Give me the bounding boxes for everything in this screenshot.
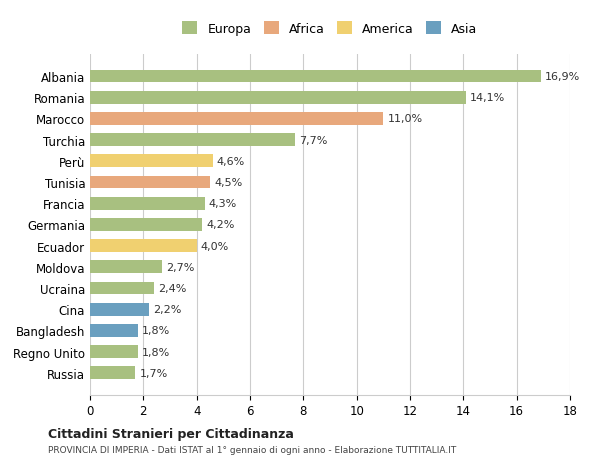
Bar bbox=[90, 218, 202, 231]
Bar bbox=[90, 240, 197, 252]
Bar bbox=[90, 261, 162, 274]
Text: 2,7%: 2,7% bbox=[166, 262, 194, 272]
Bar bbox=[90, 176, 210, 189]
Text: 1,8%: 1,8% bbox=[142, 326, 170, 336]
Bar bbox=[90, 71, 541, 83]
Bar bbox=[90, 92, 466, 104]
Bar bbox=[90, 134, 295, 147]
Text: Cittadini Stranieri per Cittadinanza: Cittadini Stranieri per Cittadinanza bbox=[48, 427, 294, 440]
Legend: Europa, Africa, America, Asia: Europa, Africa, America, Asia bbox=[178, 17, 482, 41]
Text: 2,2%: 2,2% bbox=[152, 304, 181, 314]
Text: 2,4%: 2,4% bbox=[158, 283, 187, 293]
Text: 1,7%: 1,7% bbox=[139, 368, 167, 378]
Text: 4,3%: 4,3% bbox=[209, 199, 237, 209]
Bar bbox=[90, 346, 138, 358]
Bar bbox=[90, 303, 149, 316]
Text: 11,0%: 11,0% bbox=[388, 114, 422, 124]
Text: 4,2%: 4,2% bbox=[206, 220, 235, 230]
Text: 14,1%: 14,1% bbox=[470, 93, 505, 103]
Text: 4,6%: 4,6% bbox=[217, 157, 245, 167]
Text: 1,8%: 1,8% bbox=[142, 347, 170, 357]
Bar bbox=[90, 325, 138, 337]
Bar bbox=[90, 155, 212, 168]
Bar bbox=[90, 197, 205, 210]
Text: 4,0%: 4,0% bbox=[200, 241, 229, 251]
Bar bbox=[90, 282, 154, 295]
Bar bbox=[90, 113, 383, 125]
Text: PROVINCIA DI IMPERIA - Dati ISTAT al 1° gennaio di ogni anno - Elaborazione TUTT: PROVINCIA DI IMPERIA - Dati ISTAT al 1° … bbox=[48, 445, 456, 454]
Text: 16,9%: 16,9% bbox=[545, 72, 580, 82]
Bar bbox=[90, 367, 136, 379]
Text: 7,7%: 7,7% bbox=[299, 135, 328, 146]
Text: 4,5%: 4,5% bbox=[214, 178, 242, 188]
